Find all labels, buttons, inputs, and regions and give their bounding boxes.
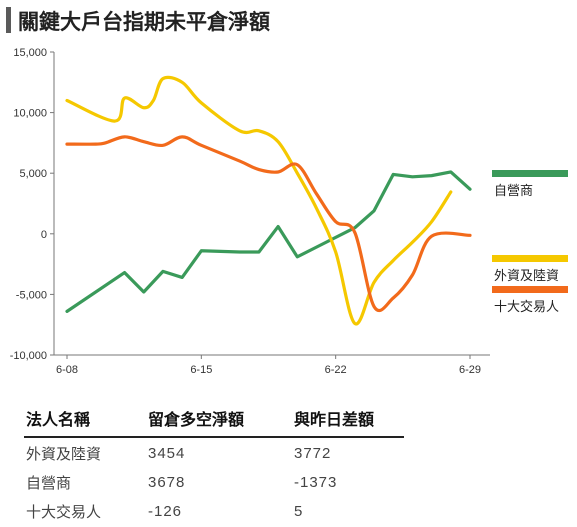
table-row: 外資及陸資 3454 3772 <box>24 437 404 467</box>
legend-label: 外資及陸資 <box>494 268 559 284</box>
table-header-row: 法人名稱 留倉多空淨額 與昨日差額 <box>24 405 404 438</box>
x-tick-label: 6-08 <box>56 364 78 376</box>
row-net: -126 <box>148 503 183 520</box>
y-tick-label: 5,000 <box>19 168 47 180</box>
series-line-1 <box>65 170 472 313</box>
x-tick-label: 6-15 <box>190 364 212 376</box>
table-row: 十大交易人 -126 5 <box>24 496 404 525</box>
x-tick-label: 6-29 <box>459 364 481 376</box>
net-position-table: 法人名稱 留倉多空淨額 與昨日差額 外資及陸資 3454 3772 自營商 36… <box>24 405 404 525</box>
legend-swatch <box>492 286 568 293</box>
row-name: 自營商 <box>26 474 72 492</box>
table-header-diff: 與昨日差額 <box>292 405 404 438</box>
legend-label: 自營商 <box>494 184 533 199</box>
table-header-net: 留倉多空淨額 <box>146 405 292 438</box>
row-net: 3678 <box>148 474 186 491</box>
x-tick-label: 6-22 <box>325 364 347 376</box>
y-tick-label: -10,000 <box>10 350 47 362</box>
row-name: 外資及陸資 <box>26 445 102 463</box>
row-diff: 5 <box>294 503 304 520</box>
legend-label: 十大交易人 <box>494 299 559 315</box>
title-accent-bar <box>6 7 11 33</box>
y-tick-label: -5,000 <box>16 289 47 301</box>
y-tick-label: 10,000 <box>13 108 47 120</box>
chart: 15,000 10,000 5,000 0 -5,000 -10,000 6-08 6-15… <box>10 47 568 376</box>
table-row: 自營商 3678 -1373 <box>24 467 404 496</box>
row-net: 3454 <box>148 445 186 462</box>
row-diff: 3772 <box>294 445 332 462</box>
series-line-2 <box>65 75 453 326</box>
row-name: 十大交易人 <box>26 503 102 521</box>
page-title: 關鍵大戶台指期未平倉淨額 <box>18 10 270 34</box>
legend-swatch <box>492 170 568 177</box>
legend-swatch <box>492 255 568 262</box>
y-tick-label: 15,000 <box>13 47 47 59</box>
y-tick-label: 0 <box>41 229 47 241</box>
series-line-3 <box>65 135 472 313</box>
row-diff: -1373 <box>294 474 338 491</box>
table-header-name: 法人名稱 <box>24 405 146 438</box>
